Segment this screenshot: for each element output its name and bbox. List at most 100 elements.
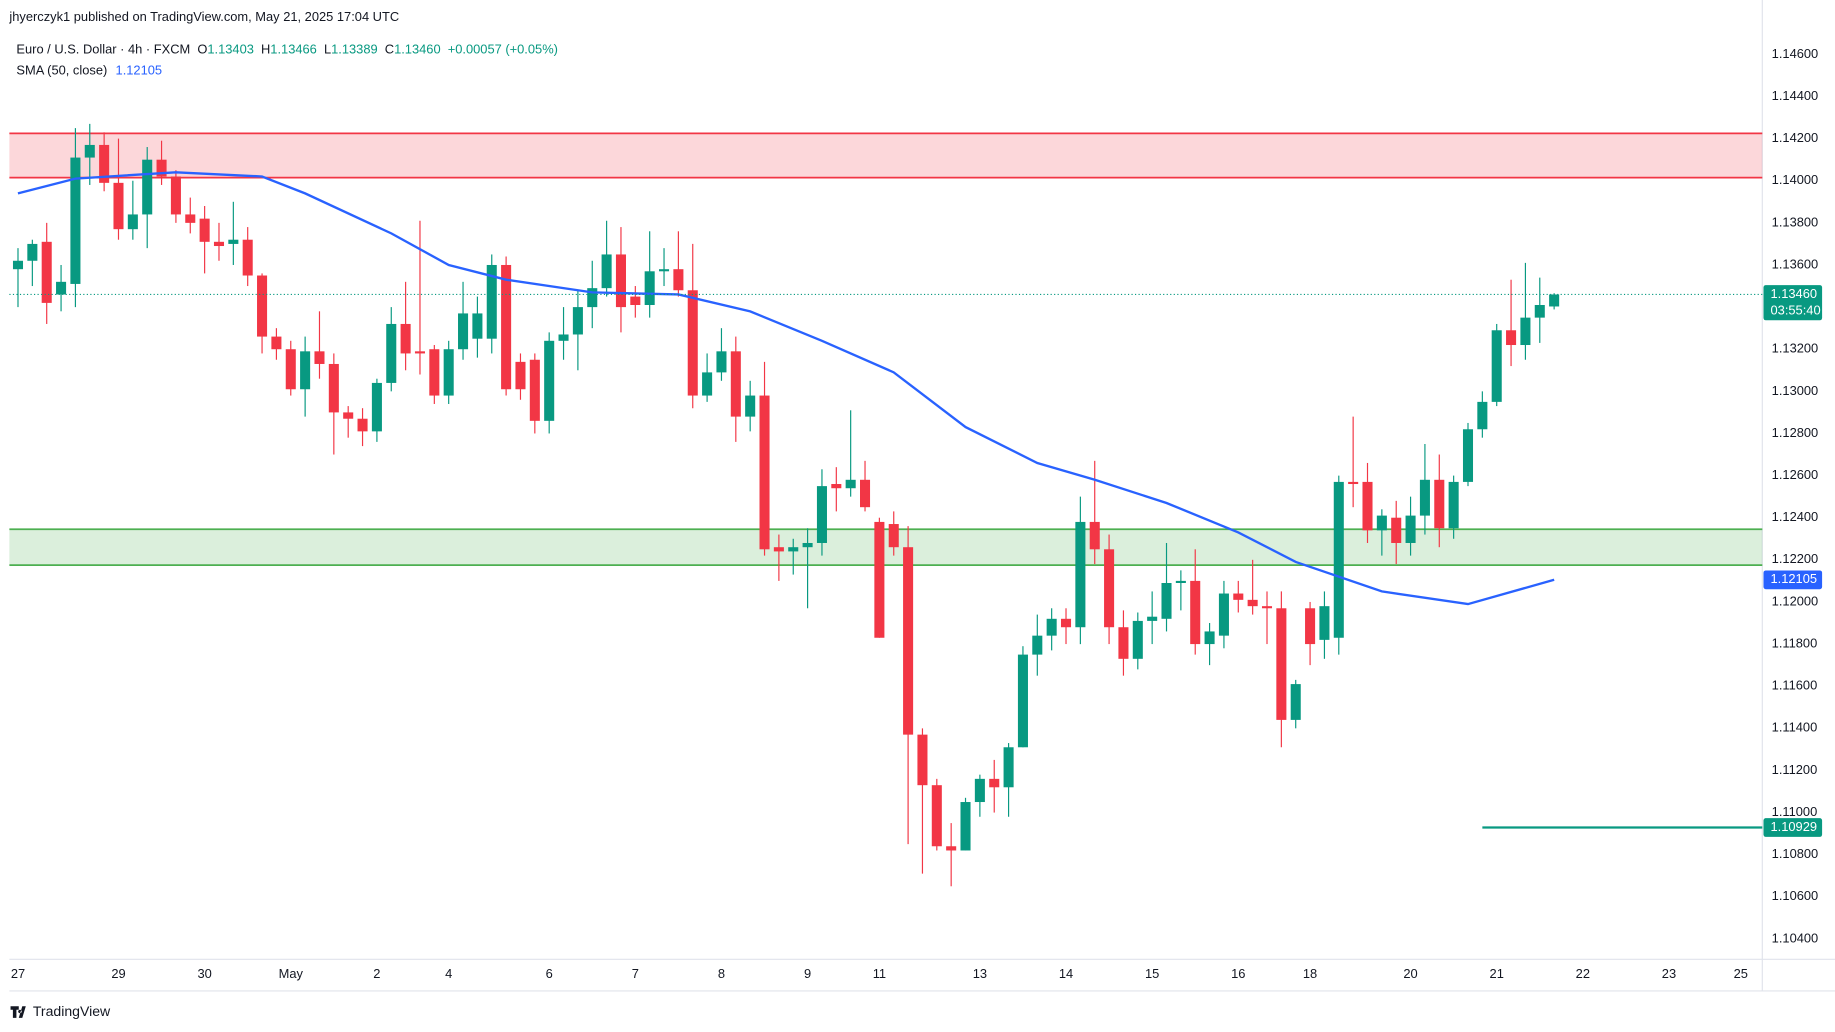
h-value: 1.13466: [270, 42, 317, 57]
c-label: C: [385, 42, 394, 57]
candle-body: [285, 349, 296, 390]
candle-body: [917, 734, 928, 786]
x-tick-label: 23: [1662, 966, 1676, 981]
candle-body: [1462, 429, 1474, 482]
candle-body: [1032, 635, 1043, 655]
y-tick-label: 1.12000: [1772, 593, 1819, 608]
y-tick-label: 1.13000: [1772, 383, 1819, 398]
y-tick-label: 1.12400: [1772, 509, 1819, 524]
candle-body: [1247, 599, 1258, 607]
l-value: 1.13389: [331, 42, 378, 57]
candle-body: [1118, 627, 1129, 659]
x-tick-label: 16: [1231, 966, 1245, 981]
candle-body: [1046, 618, 1057, 636]
candle-body: [70, 157, 81, 284]
x-tick-label: 13: [973, 966, 987, 981]
candle-body: [271, 336, 282, 350]
candle-body: [816, 486, 827, 543]
candle-body: [716, 351, 727, 373]
candle-body: [1549, 294, 1560, 307]
candle-body: [601, 254, 612, 289]
price-label: 1.10929: [1771, 819, 1818, 834]
candle-body: [27, 243, 38, 261]
y-tick-label: 1.14600: [1772, 46, 1819, 61]
candle-body: [343, 412, 354, 419]
logo-mark: [10, 1006, 26, 1018]
countdown: 03:55:40: [1771, 302, 1821, 317]
x-tick-label: 6: [546, 966, 553, 981]
candle-body: [903, 547, 914, 735]
candle-body: [170, 176, 181, 215]
candle-body: [1520, 317, 1531, 346]
y-tick-label: 1.14000: [1772, 172, 1819, 187]
candle-body: [300, 351, 311, 390]
candle-body: [572, 307, 583, 335]
price-label: 1.12105: [1771, 571, 1818, 586]
candle-body: [745, 395, 756, 417]
candle-body: [1161, 582, 1172, 619]
candle-body: [1132, 620, 1143, 659]
candle-body: [615, 254, 626, 308]
candle-body: [185, 214, 196, 223]
candle-body: [1534, 304, 1545, 318]
sma-value: 1.12105: [116, 63, 163, 78]
logo: [10, 1006, 26, 1018]
y-tick-label: 1.11200: [1772, 762, 1818, 777]
x-tick-label: 14: [1059, 966, 1073, 981]
candle-body: [156, 159, 167, 177]
candle-body: [1376, 515, 1387, 531]
candle-body: [730, 351, 741, 417]
candle-body: [1506, 330, 1517, 346]
candle-body: [1276, 608, 1287, 720]
symbol: Euro / U.S. Dollar · 4h · FXCM: [16, 42, 190, 57]
candle-body: [673, 269, 684, 291]
candle-body: [1190, 580, 1201, 645]
candle-body: [802, 542, 813, 548]
y-tick-label: 1.13800: [1772, 214, 1819, 229]
candle-body: [860, 479, 871, 508]
x-tick-label: 25: [1734, 966, 1748, 981]
y-tick-label: 1.11400: [1772, 720, 1818, 735]
candle-body: [1017, 654, 1028, 748]
x-tick-label: 8: [718, 966, 725, 981]
candle-body: [1333, 481, 1344, 638]
x-tick-label: 27: [11, 966, 25, 981]
change: +0.00057 (+0.05%): [448, 42, 558, 57]
candle-body: [1419, 479, 1430, 516]
published-note: jhyerczyk1 published on TradingView.com,…: [8, 9, 399, 24]
candle-body: [687, 290, 698, 396]
candle-body: [328, 363, 339, 413]
candle-body: [501, 264, 512, 390]
y-tick-label: 1.12200: [1772, 551, 1819, 566]
y-tick-label: 1.11600: [1772, 678, 1818, 693]
candle-body: [1290, 684, 1301, 720]
candle-body: [1491, 330, 1502, 402]
candle-body: [1434, 479, 1445, 529]
candle-body: [228, 239, 239, 244]
candle-body: [1003, 747, 1014, 788]
candle-body: [1348, 481, 1359, 485]
candle-body: [831, 484, 842, 489]
sma-line: [17, 171, 1555, 606]
x-tick-label: 2: [373, 966, 380, 981]
x-tick-label: 11: [873, 966, 886, 981]
o-label: O: [197, 42, 207, 57]
candle-body: [386, 323, 397, 383]
candle-body: [630, 296, 641, 305]
sma-name: SMA (50, close): [16, 63, 107, 78]
o-value: 1.13403: [207, 42, 254, 57]
y-tick-label: 1.12800: [1772, 425, 1819, 440]
y-tick-label: 1.12600: [1772, 467, 1819, 482]
candle-body: [702, 372, 713, 396]
candle-body: [127, 214, 138, 230]
zone: [9, 529, 1763, 566]
candle-body: [587, 288, 598, 308]
candle-body: [458, 313, 469, 350]
x-tick-label: 30: [197, 966, 211, 981]
candle-body: [113, 182, 124, 230]
x-tick-label: 29: [111, 966, 125, 981]
candle-body: [1448, 481, 1459, 529]
candle-body: [486, 264, 497, 339]
candle-body: [429, 349, 440, 396]
x-tick-label: 20: [1403, 966, 1417, 981]
